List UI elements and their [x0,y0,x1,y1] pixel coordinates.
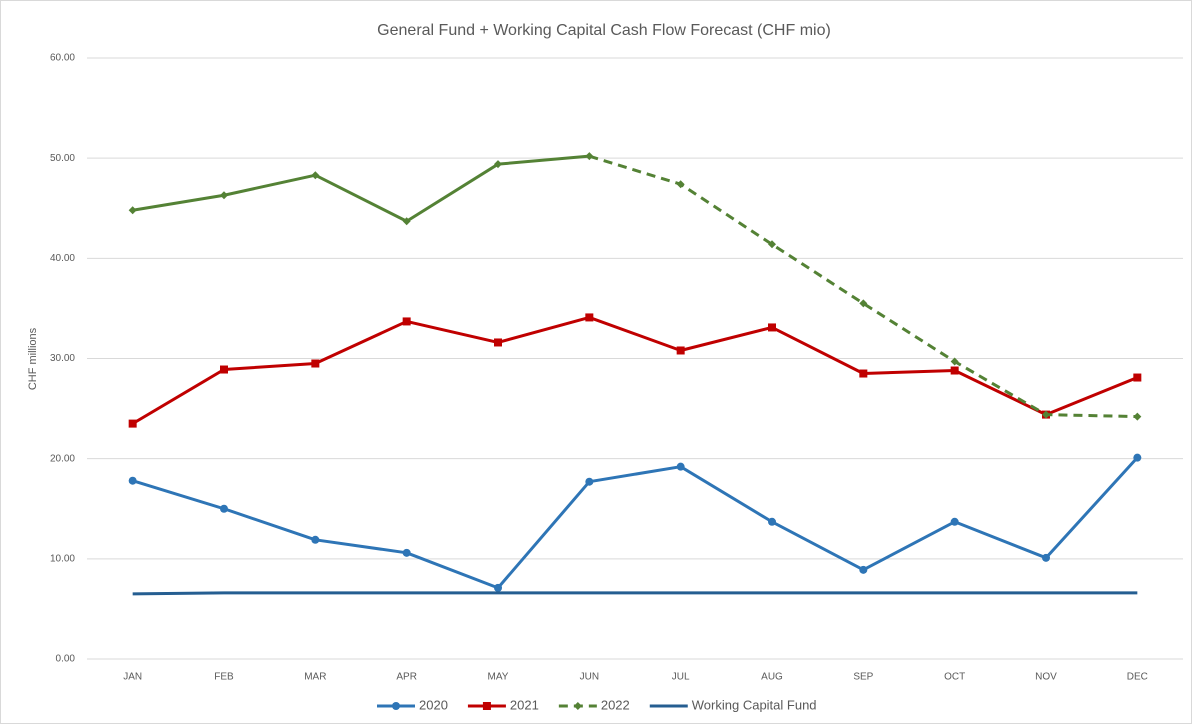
data-point [220,504,228,513]
data-point [768,517,776,526]
data-point [859,299,868,308]
data-point [311,359,320,368]
data-point [768,240,776,249]
x-tick-label: JAN [123,672,142,683]
y-tick-label: 50.00 [50,153,75,164]
data-point [1133,412,1142,421]
x-tick-label: SEP [853,672,873,683]
x-tick-label: OCT [944,672,965,683]
data-point [768,323,776,332]
y-tick-label: 60.00 [50,53,75,64]
data-point [676,346,685,355]
data-point [402,548,411,557]
data-point [494,160,502,169]
y-tick-label: 0.00 [56,654,76,665]
y-axis-label: CHF millions [27,327,39,390]
legend-label: 2021 [510,697,539,712]
x-tick-label: JUL [672,672,690,683]
data-point [585,152,594,161]
data-point [950,517,959,526]
data-point [1042,553,1050,562]
y-tick-label: 40.00 [50,253,75,264]
data-point [950,357,959,366]
data-point [1133,453,1142,462]
x-tick-label: JUN [580,672,599,683]
data-point [128,206,137,215]
chart-title: General Fund + Working Capital Cash Flow… [377,22,831,39]
legend-label: 2020 [419,697,448,712]
series-line [132,154,590,223]
data-point [585,477,594,486]
x-tick-label: MAR [304,672,326,683]
data-point [676,180,685,189]
x-tick-label: DEC [1127,672,1148,683]
x-tick-label: MAY [488,672,509,683]
x-tick-label: APR [396,672,417,683]
data-point [585,313,594,322]
data-point [220,191,228,200]
data-point [859,369,868,378]
data-point [494,583,502,592]
legend-label: 2022 [601,697,630,712]
data-point [1042,410,1050,419]
data-point [950,366,959,375]
data-point [402,317,411,326]
data-point [676,462,685,471]
x-tick-label: NOV [1035,672,1057,683]
x-tick-label: FEB [214,672,234,683]
legend-marker [392,702,400,710]
y-tick-label: 30.00 [50,353,75,364]
y-tick-label: 20.00 [50,453,75,464]
data-point [311,535,320,544]
y-tick-label: 10.00 [50,553,75,564]
data-point [128,419,137,428]
data-point [402,217,411,226]
series-line [132,456,1139,590]
data-point [128,476,137,485]
data-point [220,365,228,374]
data-point [1133,373,1142,382]
series-line [132,591,1138,596]
data-point [311,171,320,180]
data-point [859,565,868,574]
data-point [494,338,502,347]
legend-marker [482,702,491,710]
legend-marker [573,702,582,710]
x-tick-label: AUG [761,672,783,683]
series-line [131,315,1138,425]
legend-label: Working Capital Fund [692,697,817,712]
